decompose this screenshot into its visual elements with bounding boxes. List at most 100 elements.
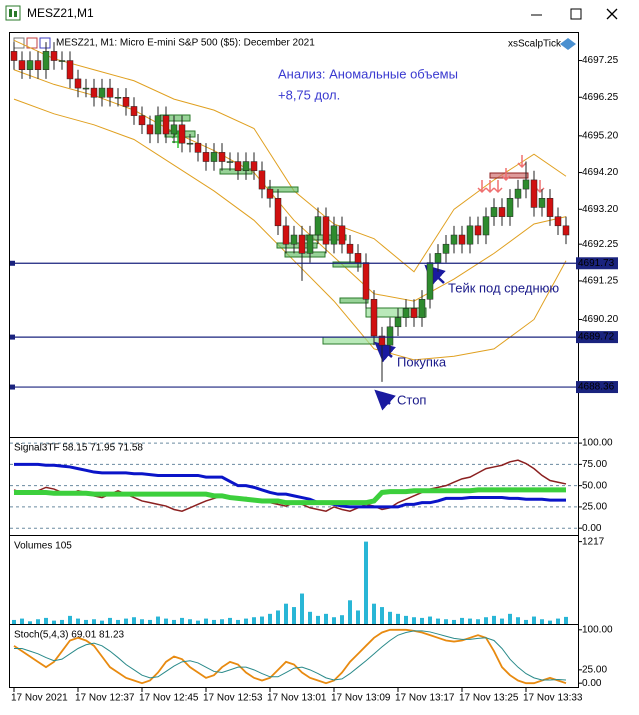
indicator-line [14,462,566,509]
y-tick-label: 50.00 [582,480,607,491]
x-tick-label: 17 Nov 13:01 [267,693,327,704]
volume-bar [428,616,432,624]
candle-body [114,97,122,99]
x-tick-label: 17 Nov 12:53 [203,693,263,704]
panel-title: Stoch(5,4,3) 69.01 81.23 [14,630,125,641]
y-tick-label: 4692.25 [582,239,619,250]
arrow [374,389,396,411]
volume-bar [52,620,56,624]
level-label: 4689.72 [578,332,615,343]
candle-body [514,188,522,199]
candle-body [322,216,330,245]
volume-bar [444,619,448,624]
candle-body [562,225,570,236]
volume-bar [20,618,24,624]
candle-body [258,170,266,190]
y-tick-label: 25.00 [582,664,607,675]
volume-bar [108,617,112,624]
volume-bar [180,617,184,624]
candle-body [290,234,298,245]
volume-bar [540,619,544,624]
sell-arrow [535,180,545,194]
volume-bar [276,610,280,624]
candle-body [18,60,26,70]
level-label-bg [576,257,618,270]
candle-body [538,198,546,208]
volume-bar [212,619,216,624]
candle-body [90,87,98,98]
panel-title: Volumes 105 [14,541,72,552]
candle-body [370,299,378,337]
y-tick-label: 4691.25 [582,276,619,287]
volume-bar [388,611,392,624]
candle-body [466,225,474,245]
signal-box [332,261,362,268]
y-tick-label: 100.00 [582,438,613,449]
y-tick-label: 4694.20 [582,167,619,178]
volume-bar [188,619,192,624]
maximize-button[interactable] [570,8,582,20]
chart-frame [9,32,579,688]
candle-body [202,152,210,162]
y-tick-label: 4690.20 [582,314,619,325]
x-tick-label: 17 Nov 13:25 [459,693,519,704]
candle-body [554,216,562,227]
volume-bar [364,541,368,624]
volume-bar [404,615,408,624]
candle-body [210,152,218,162]
candle-body [394,317,402,328]
volume-bar [12,619,16,624]
panel-title: MESZ21, M1: Micro E-mini S&P 500 ($5): D… [56,38,315,49]
candle-body [402,308,410,318]
volume-bar [492,615,496,624]
volume-bar [28,621,32,624]
panel-title: Signal3TF 58.15 71.95 71.58 [14,443,143,454]
candle-body [74,78,82,89]
level-label: 4691.73 [578,258,615,269]
volume-bar [116,619,120,624]
candle-body [378,335,386,346]
volume-bar [300,593,304,624]
candle-body [98,87,106,98]
volume-bar [396,613,400,624]
volume-bar [92,619,96,624]
candle-body [66,60,74,80]
candle-body [410,308,418,318]
candle-body [162,115,170,135]
volume-bar [252,617,256,624]
candle-body [354,253,362,263]
y-tick-label: 4693.20 [582,204,619,215]
x-tick-label: 17 Nov 12:37 [75,693,135,704]
volume-bar [260,616,264,624]
volume-bar [220,619,224,624]
volume-bar [476,619,480,624]
volume-bar [564,616,568,624]
bollinger-middle [13,69,567,302]
level-handle [10,384,15,390]
candle-body [522,179,530,190]
app-icon-bar [9,9,12,17]
candle-body [450,234,458,245]
volume-bar [348,600,352,624]
candle-body [50,51,58,61]
volume-bar [148,619,152,624]
close-button[interactable] [606,8,618,20]
candle-body [242,161,250,171]
volume-bar [524,619,528,624]
candle-body [482,216,490,236]
volume-bar [172,619,176,624]
volume-bar [84,619,88,624]
candle-body [298,234,306,254]
volume-bar [500,618,504,624]
app-icon [5,5,21,21]
annotation: Тейк под среднюю [448,280,559,295]
volume-bar [100,620,104,624]
volume-bar [412,617,416,624]
candle-body [490,207,498,217]
candle-body [170,124,178,135]
window-title: MESZ21,M1 [27,6,94,20]
candle-body [130,106,138,116]
candle-body [146,124,154,135]
candle-body [506,198,514,217]
volume-bar [132,617,136,624]
